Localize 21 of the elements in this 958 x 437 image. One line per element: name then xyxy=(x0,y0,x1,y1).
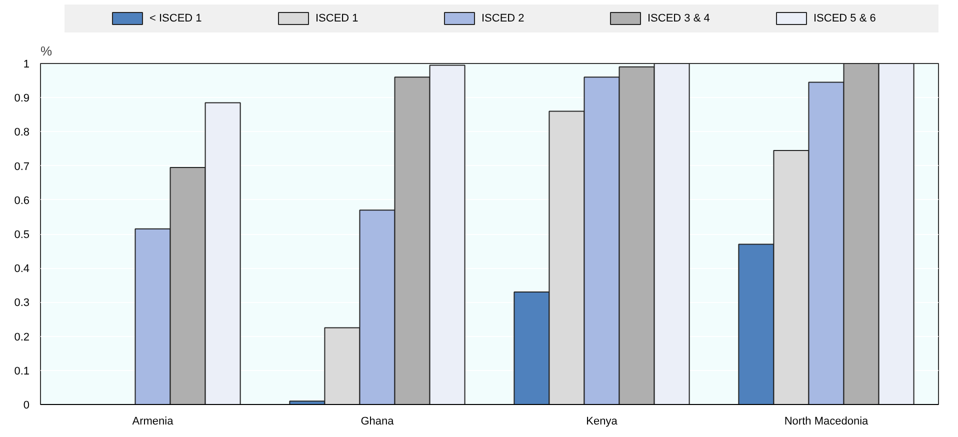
x-tick-label: Ghana xyxy=(360,416,395,428)
x-tick-label: Armenia xyxy=(132,416,174,428)
y-tick-label: 0.4 xyxy=(14,263,30,276)
y-tick-label: 0.9 xyxy=(14,92,30,105)
y-tick-label: 0.8 xyxy=(14,126,30,139)
x-tick-label: North Macedonia xyxy=(784,416,870,428)
y-tick-label: 0.6 xyxy=(14,194,30,207)
legend-label: ISCED 5 & 6 xyxy=(814,12,876,24)
legend-label: < ISCED 1 xyxy=(150,12,202,24)
legend-label: ISCED 3 & 4 xyxy=(648,12,710,24)
y-tick-label: 0.3 xyxy=(14,297,30,310)
y-tick-label: 0 xyxy=(23,400,30,412)
y-axis-title: % xyxy=(40,44,52,58)
y-tick-label: 1 xyxy=(23,58,30,70)
legend-label: ISCED 1 xyxy=(316,12,358,24)
y-tick-label: 0.1 xyxy=(14,365,30,378)
y-tick-label: 0.2 xyxy=(14,331,30,344)
legend-label: ISCED 2 xyxy=(482,12,524,24)
y-tick-label: 0.7 xyxy=(14,160,30,173)
x-tick-label: Kenya xyxy=(586,416,618,428)
y-tick-label: 0.5 xyxy=(14,229,30,241)
